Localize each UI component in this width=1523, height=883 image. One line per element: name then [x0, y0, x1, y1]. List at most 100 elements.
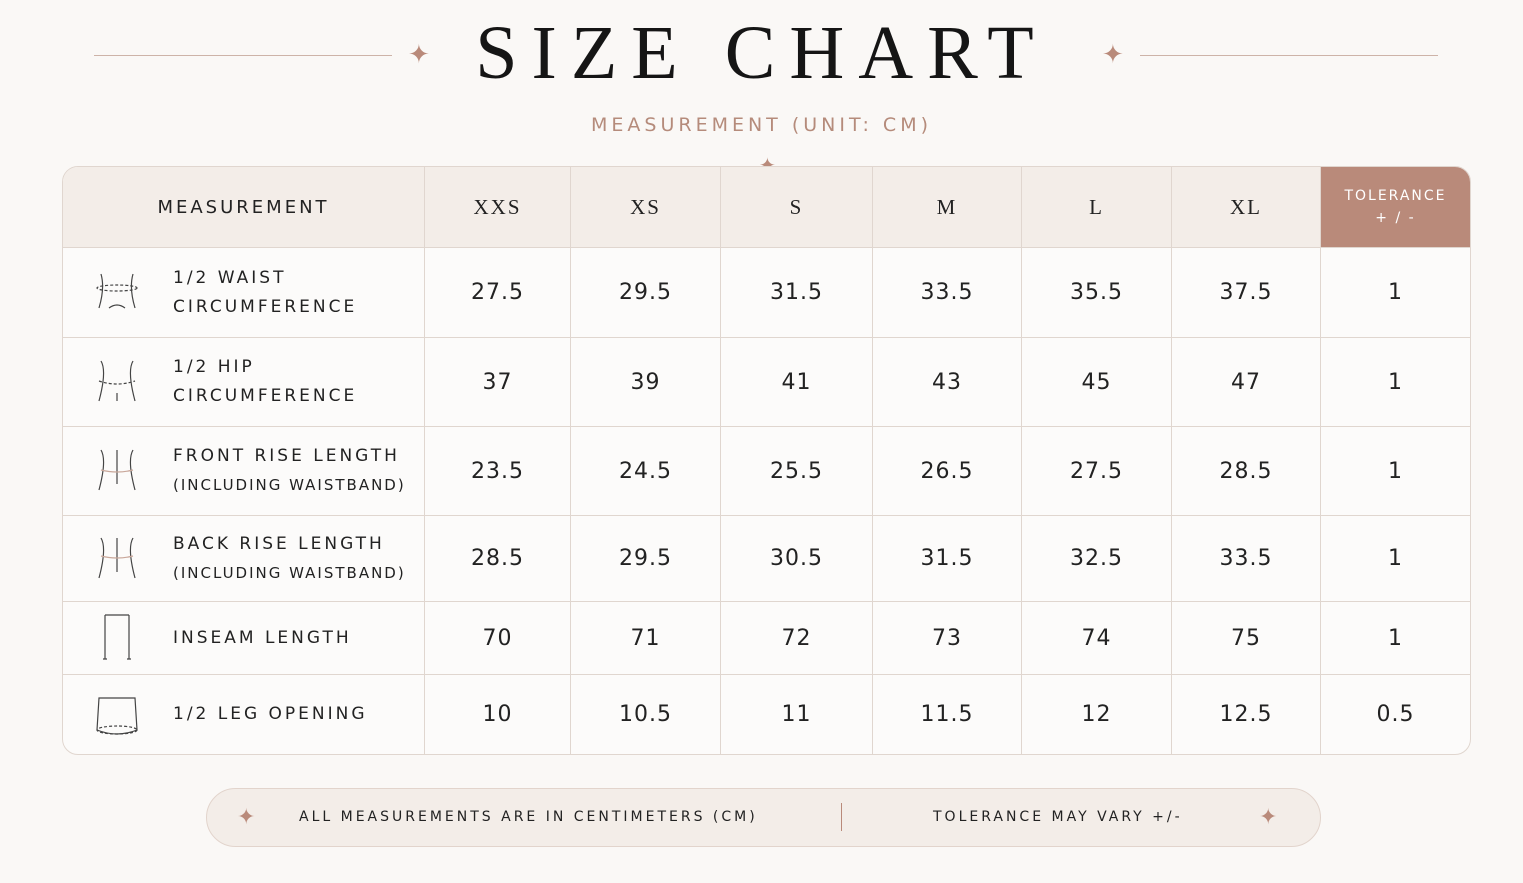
table-row: 1/2 WAIST CIRCUMFERENCE 27.5 29.5 31.5 33.5 35…	[63, 248, 1470, 338]
value-cell: 70	[425, 602, 571, 675]
value-cell: 37	[425, 338, 571, 427]
label-line: (INCLUDING WAISTBAND)	[173, 563, 406, 582]
value-cell: 28.5	[425, 516, 571, 602]
value-cell: 29.5	[571, 248, 721, 338]
table-row: 1/2 LEG OPENING 10 10.5 11 11.5 12 12.5 0.5	[63, 675, 1470, 754]
label-text: 1/2 HIP CIRCUMFERENCE	[173, 353, 357, 411]
value-cell: 12	[1022, 675, 1172, 754]
tolerance-cell: 1	[1321, 602, 1470, 675]
garment-icon	[98, 449, 136, 491]
garment-icon	[96, 273, 138, 308]
measurement-label: 1/2 HIP CIRCUMFERENCE	[63, 353, 424, 411]
value-cell: 41	[721, 338, 873, 427]
value-cell: 33.5	[1172, 516, 1321, 602]
measurement-cell: 1/2 HIP CIRCUMFERENCE	[63, 338, 425, 427]
label-line: 1/2 HIP	[173, 357, 255, 377]
table-row: 1/2 HIP CIRCUMFERENCE 37 39 41 43 45 47 1	[63, 338, 1470, 427]
measurement-cell: FRONT RISE LENGTH (INCLUDING WAISTBAND)	[63, 427, 425, 516]
tolerance-header: TOLERANCE + / -	[1321, 167, 1470, 248]
value-cell: 10.5	[571, 675, 721, 754]
footer-left: ALL MEASUREMENTS ARE IN CENTIMETERS (CM)	[299, 809, 758, 825]
value-cell: 72	[721, 602, 873, 675]
column-header: M	[873, 167, 1022, 248]
measurement-label: 1/2 LEG OPENING	[63, 690, 424, 740]
value-cell: 71	[571, 602, 721, 675]
rule	[1140, 55, 1438, 56]
value-cell: 43	[873, 338, 1022, 427]
column-header: XS	[571, 167, 721, 248]
measurement-label: FRONT RISE LENGTH (INCLUDING WAISTBAND)	[63, 442, 424, 500]
value-cell: 11	[721, 675, 873, 754]
subtitle: MEASUREMENT (UNIT: CM)	[591, 114, 932, 136]
measurement-label: BACK RISE LENGTH (INCLUDING WAISTBAND)	[63, 530, 424, 588]
label-line: 1/2 LEG OPENING	[173, 704, 368, 724]
value-cell: 31.5	[721, 248, 873, 338]
column-header: XL	[1172, 167, 1321, 248]
value-cell: 47	[1172, 338, 1321, 427]
table-row: FRONT RISE LENGTH (INCLUDING WAISTBAND) 23…	[63, 427, 1470, 516]
label-line: (INCLUDING WAISTBAND)	[173, 476, 406, 494]
footer-right: TOLERANCE MAY VARY +/-	[933, 809, 1183, 825]
value-cell: 27.5	[425, 248, 571, 338]
label-line: INSEAM LENGTH	[173, 627, 352, 648]
tolerance-cell: 0.5	[1376, 702, 1415, 727]
value-cell: 31.5	[873, 516, 1022, 602]
measurement-label: INSEAM LENGTH	[63, 613, 424, 663]
value-cell: 39	[571, 338, 721, 427]
value-cell: 35.5	[1022, 248, 1172, 338]
label-text: BACK RISE LENGTH (INCLUDING WAISTBAND)	[173, 530, 406, 588]
label-line: 1/2 WAIST	[173, 267, 287, 288]
tolerance-header-line: + / -	[1375, 210, 1416, 226]
value-cell: 29.5	[571, 516, 721, 602]
label-text: INSEAM LENGTH	[173, 624, 352, 653]
measurement-cell: 1/2 WAIST CIRCUMFERENCE	[63, 248, 425, 338]
size-table: MEASUREMENT XXS XS S M L XL TOLERANCE + / - 1/2 W…	[62, 166, 1471, 755]
label-line: CIRCUMFERENCE	[173, 386, 358, 406]
label-text: 1/2 LEG OPENING	[173, 700, 368, 729]
tolerance-header-line: TOLERANCE	[1344, 188, 1447, 204]
sparkle: ✦	[1259, 805, 1281, 830]
value-cell: 10	[425, 675, 571, 754]
value-cell: 73	[873, 602, 1022, 675]
label-line: BACK RISE LENGTH	[173, 533, 385, 554]
garment-icon	[98, 537, 136, 578]
value-cell: 45	[1022, 338, 1172, 427]
column-header: MEASUREMENT	[63, 167, 425, 248]
garment-icon	[98, 360, 136, 402]
value-cell: 12.5	[1172, 675, 1321, 754]
measurement-cell: BACK RISE LENGTH (INCLUDING WAISTBAND)	[63, 516, 425, 602]
value-cell: 37.5	[1172, 248, 1321, 338]
sparkle: ✦	[1102, 40, 1124, 70]
value-cell: 23.5	[425, 427, 571, 516]
rule	[94, 55, 392, 56]
value-cell: 11.5	[873, 675, 1022, 754]
value-cell: 33.5	[873, 248, 1022, 338]
divider	[841, 803, 842, 831]
tolerance-cell: 1	[1321, 338, 1470, 427]
garment-icon	[96, 696, 138, 735]
header-row: MEASUREMENT XXS XS S M L XL TOLERANCE + / -	[63, 167, 1470, 248]
column-header: S	[721, 167, 873, 248]
value-cell: 25.5	[721, 427, 873, 516]
garment-icon	[103, 614, 131, 660]
table-row: BACK RISE LENGTH (INCLUDING WAISTBAND) 28.…	[63, 516, 1470, 602]
measurement-label: 1/2 WAIST CIRCUMFERENCE	[63, 264, 424, 322]
value-cell: 26.5	[873, 427, 1022, 516]
measurement-cell: 1/2 LEG OPENING	[63, 675, 425, 754]
sparkle: ✦	[237, 805, 259, 830]
value-cell: 32.5	[1022, 516, 1172, 602]
value-cell: 75	[1172, 602, 1321, 675]
value-cell: 27.5	[1022, 427, 1172, 516]
value-cell: 74	[1022, 602, 1172, 675]
label-line: FRONT RISE LENGTH	[173, 446, 400, 466]
tolerance-cell: 1	[1321, 427, 1470, 516]
value-cell: 24.5	[571, 427, 721, 516]
title: SIZE CHART	[475, 11, 1048, 95]
label-text: FRONT RISE LENGTH (INCLUDING WAISTBAND)	[173, 442, 406, 500]
measurement-cell: INSEAM LENGTH	[63, 602, 425, 675]
label-text: 1/2 WAIST CIRCUMFERENCE	[173, 264, 357, 322]
value-cell: 30.5	[721, 516, 873, 602]
value-cell: 28.5	[1172, 427, 1321, 516]
footer-note: ✦ ALL MEASUREMENTS ARE IN CENTIMETERS (C…	[206, 788, 1321, 847]
